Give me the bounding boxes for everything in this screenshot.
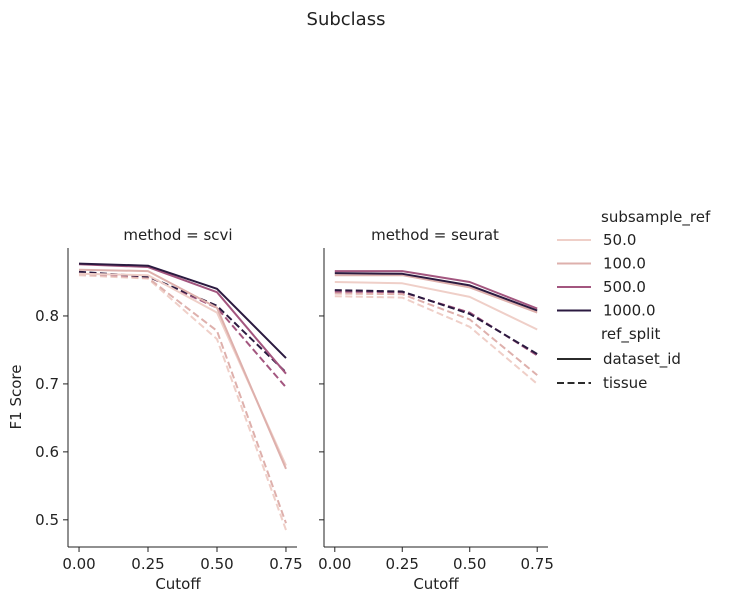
panel-scvi: method = scvi 0.00 0.25 0.50 0.75 0.5 0.6 0.7… [7, 226, 303, 593]
y-tick-label: 0.8 [35, 307, 59, 325]
x-tick-label: 0.75 [269, 555, 302, 573]
x-label-seurat: Cutoff [413, 575, 459, 593]
legend-label-100_0: 100.0 [603, 255, 646, 273]
legend-style-title: ref_split [601, 325, 661, 344]
series-line-scvi-1000_0-tissue [78, 270, 287, 374]
legend-label-50_0: 50.0 [603, 231, 636, 249]
x-tick-label: 0.00 [318, 555, 351, 573]
series-line-seurat-1000_0-tissue [334, 289, 538, 355]
y-tick-label: 0.7 [35, 375, 59, 393]
legend-hue-items: 50.0 100.0 500.0 1000.0 [557, 231, 656, 320]
legend-label-500_0: 500.0 [603, 278, 646, 296]
series-line-scvi-100_0-tissue [78, 272, 287, 524]
figure-title: Subclass [307, 9, 386, 30]
panel-title-scvi: method = scvi [123, 226, 232, 244]
x-tick-label: 0.75 [521, 555, 554, 573]
series-line-seurat-100_0-tissue [334, 292, 538, 376]
y-ticks-scvi: 0.5 0.6 0.7 0.8 [35, 307, 68, 529]
legend-label-dataset_id: dataset_id [603, 350, 681, 369]
panel-seurat: method = seurat 0.00 0.25 0.50 0.75 Cutoff [318, 226, 554, 593]
y-tick-label: 0.5 [35, 511, 59, 529]
legend-label-tissue: tissue [603, 374, 647, 392]
series-line-seurat-500_0-tissue [334, 290, 538, 357]
series-line-seurat-100_0-dataset_id [334, 274, 538, 314]
x-tick-label: 0.50 [200, 555, 233, 573]
panel-title-seurat: method = seurat [371, 226, 499, 244]
series-line-seurat-1000_0-dataset_id [334, 272, 538, 312]
y-tick-label: 0.6 [35, 443, 59, 461]
series-line-scvi-50_0-tissue [78, 274, 287, 531]
x-tick-label: 0.25 [131, 555, 164, 573]
x-label-scvi: Cutoff [155, 575, 201, 593]
x-tick-label: 0.00 [62, 555, 95, 573]
series-line-scvi-1000_0-dataset_id [78, 262, 287, 359]
series-line-seurat-50_0-dataset_id [334, 281, 538, 331]
x-tick-label: 0.25 [386, 555, 419, 573]
legend: subsample_ref 50.0 100.0 500.0 1000.0 ref_s… [557, 208, 711, 392]
y-label: F1 Score [7, 365, 25, 430]
x-ticks-scvi: 0.00 0.25 0.50 0.75 [62, 547, 303, 573]
legend-label-1000_0: 1000.0 [603, 302, 656, 320]
series-group-seurat [334, 270, 538, 385]
series-line-scvi-500_0-dataset_id [78, 263, 287, 375]
y-ticks-seurat [319, 315, 324, 521]
series-group-scvi [78, 262, 287, 531]
series-line-seurat-50_0-tissue [334, 295, 538, 385]
legend-hue-title: subsample_ref [601, 208, 711, 227]
x-tick-label: 0.50 [453, 555, 486, 573]
series-line-scvi-100_0-dataset_id [78, 268, 287, 470]
x-ticks-seurat: 0.00 0.25 0.50 0.75 [318, 547, 554, 573]
series-line-seurat-500_0-dataset_id [334, 270, 538, 310]
